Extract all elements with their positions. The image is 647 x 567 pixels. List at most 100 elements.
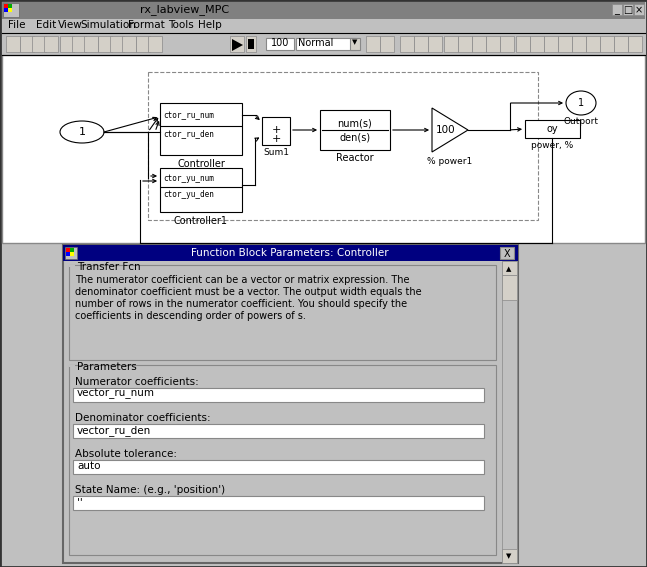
Bar — [70, 252, 74, 256]
Bar — [44, 36, 58, 52]
Text: The numerator coefficient can be a vector or matrix expression. The: The numerator coefficient can be a vecto… — [75, 275, 410, 285]
Bar — [502, 261, 517, 275]
Bar — [628, 36, 642, 52]
Bar — [350, 38, 360, 50]
Bar — [65, 247, 77, 259]
Bar — [69, 265, 496, 360]
Bar — [72, 36, 86, 52]
Bar — [6, 36, 20, 52]
Text: _: _ — [615, 5, 619, 15]
Bar — [66, 252, 70, 256]
Bar — [266, 38, 294, 50]
Text: State Name: (e.g., 'position'): State Name: (e.g., 'position') — [75, 485, 225, 495]
Text: Normal: Normal — [298, 38, 333, 48]
Text: +: + — [271, 134, 281, 144]
Text: Transfer Fcn: Transfer Fcn — [77, 262, 140, 272]
Text: Controller1: Controller1 — [174, 216, 228, 226]
Text: Numerator coefficients:: Numerator coefficients: — [75, 377, 199, 387]
Text: Help: Help — [198, 20, 222, 30]
Bar — [160, 168, 242, 212]
Bar — [428, 36, 442, 52]
Bar — [230, 36, 244, 52]
Bar — [73, 424, 484, 438]
Bar — [296, 38, 356, 50]
Bar — [623, 4, 633, 15]
Bar — [400, 36, 414, 52]
Text: 100: 100 — [271, 38, 289, 48]
Text: ctor_yu_den: ctor_yu_den — [163, 190, 214, 199]
Bar — [586, 36, 600, 52]
Bar — [98, 36, 112, 52]
Bar — [320, 110, 390, 150]
Text: rx_labview_MPC: rx_labview_MPC — [140, 4, 229, 15]
Text: ▲: ▲ — [507, 266, 512, 272]
Text: Tools: Tools — [168, 20, 193, 30]
Text: ctor_yu_num: ctor_yu_num — [163, 174, 214, 183]
Text: vector_ru_den: vector_ru_den — [77, 425, 151, 436]
Text: power, %: power, % — [531, 141, 573, 150]
Text: Outport: Outport — [564, 117, 598, 126]
Text: oy: oy — [546, 124, 558, 134]
Text: Parameters: Parameters — [77, 362, 137, 372]
Text: X: X — [503, 249, 510, 259]
Bar — [84, 36, 98, 52]
Text: 1: 1 — [578, 98, 584, 108]
Text: ctor_ru_den: ctor_ru_den — [163, 129, 214, 138]
Text: Format: Format — [128, 20, 165, 30]
Text: 100: 100 — [436, 125, 456, 135]
Text: Simulation: Simulation — [80, 20, 136, 30]
Bar — [69, 265, 75, 267]
Text: 1: 1 — [78, 127, 85, 137]
Bar — [2, 2, 645, 19]
Bar — [2, 19, 645, 33]
Bar — [600, 36, 614, 52]
Bar — [4, 8, 8, 12]
Bar — [148, 72, 538, 220]
Bar — [136, 36, 150, 52]
Text: +: + — [271, 125, 281, 135]
Bar — [502, 261, 517, 563]
Bar — [20, 36, 34, 52]
Bar — [380, 36, 394, 52]
Bar — [8, 8, 12, 12]
Bar — [544, 36, 558, 52]
Bar — [60, 36, 74, 52]
Bar — [32, 36, 46, 52]
Bar — [2, 33, 645, 55]
Polygon shape — [432, 108, 468, 152]
Bar — [122, 36, 136, 52]
Text: auto: auto — [77, 461, 100, 471]
Bar — [160, 103, 242, 155]
Bar — [634, 4, 644, 15]
Bar — [486, 36, 500, 52]
Bar — [502, 549, 517, 563]
Bar — [572, 36, 586, 52]
Bar — [148, 36, 162, 52]
Text: den(s): den(s) — [340, 133, 371, 143]
Bar — [73, 388, 484, 402]
Text: '': '' — [77, 497, 83, 507]
Text: Denominator coefficients:: Denominator coefficients: — [75, 413, 211, 423]
Bar — [614, 36, 628, 52]
Bar — [3, 3, 19, 17]
Bar — [500, 36, 514, 52]
Bar — [444, 36, 458, 52]
Bar — [366, 36, 380, 52]
Bar — [63, 245, 518, 261]
Bar — [525, 120, 580, 138]
Bar — [73, 496, 484, 510]
Bar — [500, 247, 514, 259]
Bar — [530, 36, 544, 52]
Bar — [4, 4, 8, 8]
Bar — [248, 39, 254, 49]
Text: Sum1: Sum1 — [263, 148, 289, 157]
Text: coefficients in descending order of powers of s.: coefficients in descending order of powe… — [75, 311, 306, 321]
Bar — [516, 36, 530, 52]
Text: ×: × — [635, 5, 643, 15]
Text: Function Block Parameters: Controller: Function Block Parameters: Controller — [191, 248, 389, 258]
Bar — [558, 36, 572, 52]
Text: % power1: % power1 — [428, 157, 472, 166]
Bar — [414, 36, 428, 52]
Bar — [458, 36, 472, 52]
Text: □: □ — [623, 5, 633, 15]
